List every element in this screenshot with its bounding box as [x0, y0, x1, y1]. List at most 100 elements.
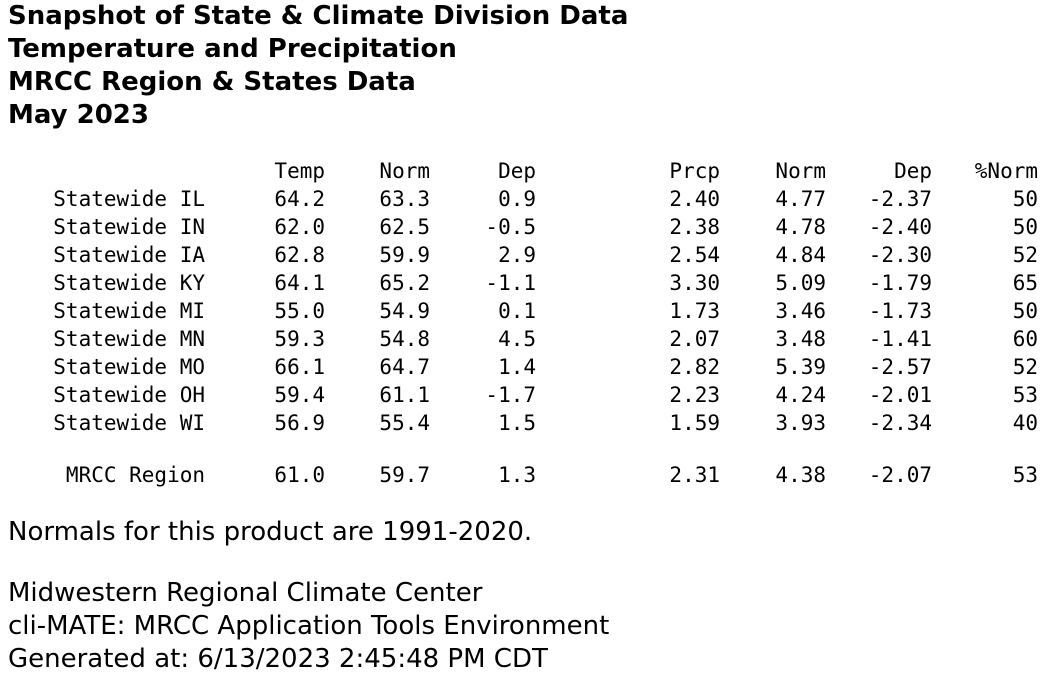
cell-prcp-norm: 4.78 — [775, 215, 826, 239]
footer-tool-name: cli-MATE: MRCC Application Tools Environ… — [8, 611, 610, 641]
cell-temp-norm: 54.9 — [379, 299, 430, 323]
header-temp-dep: Dep — [498, 159, 536, 183]
table-row: Statewide MN 59.3 54.8 4.5 2.07 3.48 -1.41 60 — [0, 325, 1038, 353]
cell-temp-dep: -1.7 — [485, 383, 536, 407]
cell-prcp: 2.38 — [669, 215, 720, 239]
footer-generated-at: Generated at: 6/13/2023 2:45:48 PM CDT — [8, 644, 548, 674]
cell-pct-norm: 50 — [1012, 299, 1038, 323]
cell-pct-norm: 65 — [1012, 271, 1038, 295]
cell-temp: 64.1 — [274, 271, 325, 295]
cell-prcp-dep: -2.01 — [868, 383, 932, 407]
report-region-heading: MRCC Region & States Data — [8, 67, 416, 97]
cell-station: Statewide WI — [53, 411, 205, 435]
region-temp-norm: 59.7 — [379, 463, 430, 487]
cell-temp-dep: 2.9 — [498, 243, 536, 267]
cell-station: Statewide MI — [53, 299, 205, 323]
table-row: Statewide MI 55.0 54.9 0.1 1.73 3.46 -1.73 50 — [0, 297, 1038, 325]
report-period: May 2023 — [8, 100, 149, 130]
header-pct-norm: %Norm — [974, 159, 1038, 183]
header-temp-norm: Norm — [379, 159, 430, 183]
cell-temp-norm: 54.8 — [379, 327, 430, 351]
cell-pct-norm: 50 — [1012, 187, 1038, 211]
report-subtitle: Temperature and Precipitation — [8, 34, 457, 64]
region-prcp: 2.31 — [669, 463, 720, 487]
table-row: Statewide IN 62.0 62.5 -0.5 2.38 4.78 -2.40 50 — [0, 213, 1038, 241]
header-prcp: Prcp — [669, 159, 720, 183]
cell-temp: 59.3 — [274, 327, 325, 351]
cell-prcp: 2.23 — [669, 383, 720, 407]
climate-data-table: Temp Norm Dep Prcp Norm Dep %Norm Statew… — [0, 157, 1038, 489]
cell-prcp-norm: 3.48 — [775, 327, 826, 351]
cell-station: Statewide IA — [53, 243, 205, 267]
cell-prcp: 1.73 — [669, 299, 720, 323]
cell-temp: 64.2 — [274, 187, 325, 211]
cell-station: Statewide KY — [53, 271, 205, 295]
table-row: Statewide WI 56.9 55.4 1.5 1.59 3.93 -2.34 40 — [0, 409, 1038, 437]
spacer-cell — [0, 437, 1038, 461]
cell-temp-norm: 61.1 — [379, 383, 430, 407]
region-label: MRCC Region — [65, 463, 205, 487]
header-station — [0, 157, 205, 185]
cell-temp-norm: 63.3 — [379, 187, 430, 211]
region-temp: 61.0 — [274, 463, 325, 487]
cell-prcp: 3.30 — [669, 271, 720, 295]
cell-temp-dep: 4.5 — [498, 327, 536, 351]
table-row: Statewide IA 62.8 59.9 2.9 2.54 4.84 -2.30 52 — [0, 241, 1038, 269]
cell-prcp: 2.54 — [669, 243, 720, 267]
cell-temp-dep: -1.1 — [485, 271, 536, 295]
cell-temp-norm: 65.2 — [379, 271, 430, 295]
cell-pct-norm: 40 — [1012, 411, 1038, 435]
cell-temp: 55.0 — [274, 299, 325, 323]
normals-note: Normals for this product are 1991-2020. — [8, 517, 533, 547]
region-temp-dep: 1.3 — [498, 463, 536, 487]
cell-prcp: 1.59 — [669, 411, 720, 435]
cell-temp-dep: 1.4 — [498, 355, 536, 379]
cell-pct-norm: 60 — [1012, 327, 1038, 351]
cell-prcp-norm: 4.84 — [775, 243, 826, 267]
table-row: Statewide MO 66.1 64.7 1.4 2.82 5.39 -2.57 52 — [0, 353, 1038, 381]
cell-temp-dep: -0.5 — [485, 215, 536, 239]
cell-station: Statewide OH — [53, 383, 205, 407]
report-title: Snapshot of State & Climate Division Dat… — [8, 1, 629, 31]
header-prcp-norm: Norm — [775, 159, 826, 183]
cell-prcp-norm: 4.24 — [775, 383, 826, 407]
cell-prcp: 2.07 — [669, 327, 720, 351]
cell-temp: 59.4 — [274, 383, 325, 407]
cell-temp-dep: 1.5 — [498, 411, 536, 435]
region-prcp-dep: -2.07 — [868, 463, 932, 487]
cell-temp-norm: 59.9 — [379, 243, 430, 267]
table-row: Statewide KY 64.1 65.2 -1.1 3.30 5.09 -1.79 65 — [0, 269, 1038, 297]
table-row: Statewide OH 59.4 61.1 -1.7 2.23 4.24 -2.01 53 — [0, 381, 1038, 409]
cell-prcp-dep: -2.30 — [868, 243, 932, 267]
region-prcp-norm: 4.38 — [775, 463, 826, 487]
cell-prcp-norm: 3.93 — [775, 411, 826, 435]
cell-temp-norm: 55.4 — [379, 411, 430, 435]
cell-temp-norm: 62.5 — [379, 215, 430, 239]
cell-prcp-norm: 4.77 — [775, 187, 826, 211]
cell-pct-norm: 50 — [1012, 215, 1038, 239]
cell-pct-norm: 52 — [1012, 243, 1038, 267]
header-temp: Temp — [274, 159, 325, 183]
cell-prcp: 2.82 — [669, 355, 720, 379]
cell-pct-norm: 52 — [1012, 355, 1038, 379]
cell-prcp-norm: 5.39 — [775, 355, 826, 379]
cell-prcp-dep: -1.41 — [868, 327, 932, 351]
cell-pct-norm: 53 — [1012, 383, 1038, 407]
cell-station: Statewide IN — [53, 215, 205, 239]
header-prcp-dep: Dep — [894, 159, 932, 183]
table-row: Statewide IL 64.2 63.3 0.9 2.40 4.77 -2.37 50 — [0, 185, 1038, 213]
cell-prcp-dep: -1.79 — [868, 271, 932, 295]
cell-prcp-dep: -1.73 — [868, 299, 932, 323]
cell-station: Statewide IL — [53, 187, 205, 211]
table-row-region: MRCC Region 61.0 59.7 1.3 2.31 4.38 -2.0… — [0, 461, 1038, 489]
cell-temp: 62.0 — [274, 215, 325, 239]
table-body: Statewide IL 64.2 63.3 0.9 2.40 4.77 -2.37 50 St… — [0, 185, 1038, 437]
footer-center-name: Midwestern Regional Climate Center — [8, 578, 483, 608]
cell-station: Statewide MO — [53, 355, 205, 379]
table-header-row: Temp Norm Dep Prcp Norm Dep %Norm — [0, 157, 1038, 185]
region-pct-norm: 53 — [1012, 463, 1038, 487]
cell-temp-norm: 64.7 — [379, 355, 430, 379]
cell-temp-dep: 0.9 — [498, 187, 536, 211]
cell-prcp-dep: -2.40 — [868, 215, 932, 239]
cell-temp: 62.8 — [274, 243, 325, 267]
